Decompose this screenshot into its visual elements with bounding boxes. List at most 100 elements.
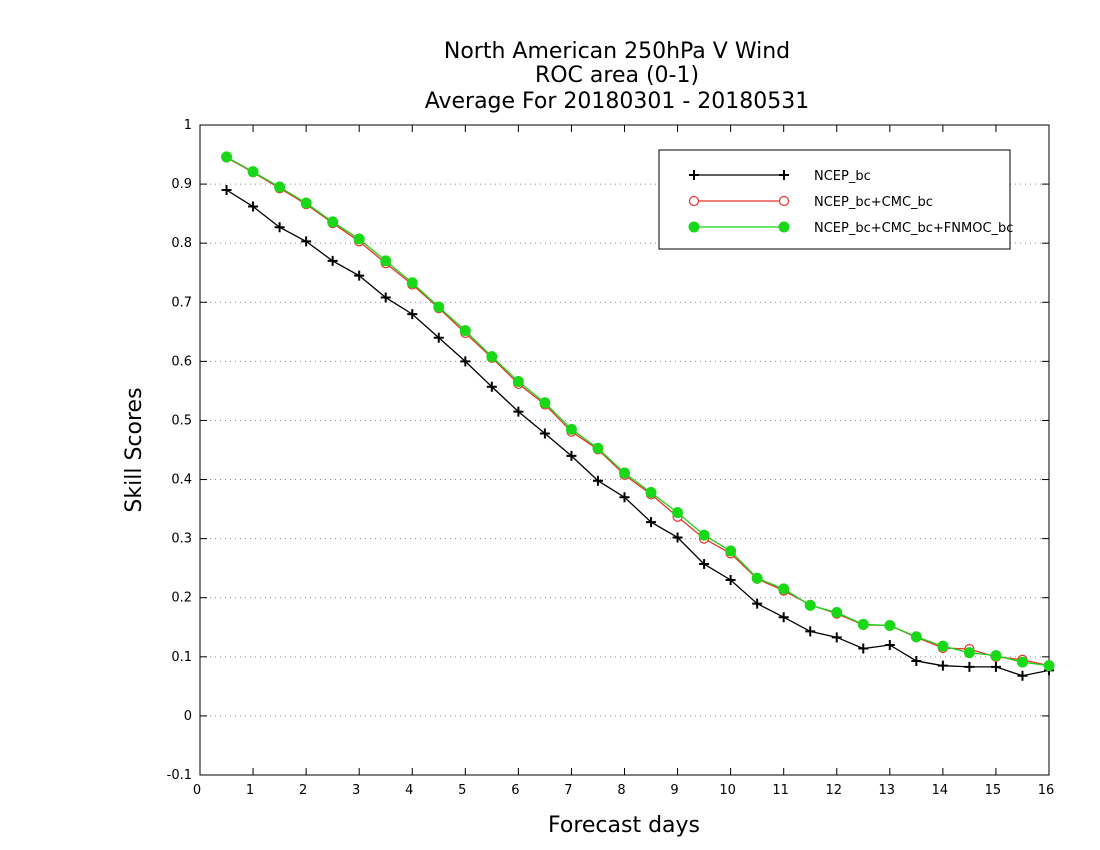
legend-marker [778,195,790,207]
chart-title-line: Average For 20180301 - 20180531 [425,89,810,114]
data-point [300,197,312,209]
data-point [274,222,285,233]
data-point [248,201,259,212]
data-point [1016,656,1028,668]
legend-label: NCEP_bc+CMC_bc [814,195,933,210]
data-point [751,572,763,584]
data-point [831,607,843,618]
x-tick-label: 2 [299,783,307,798]
data-point [592,475,603,486]
y-axis-label: Skill Scores [122,387,147,512]
y-tick-label: 0.3 [171,532,192,547]
x-tick-label: 16 [1038,783,1055,798]
data-point [964,661,975,672]
series-layer [221,151,1055,681]
x-tick-label: 3 [352,783,360,798]
data-point [327,255,338,266]
data-point [592,442,604,454]
x-tick-label: 7 [564,783,572,798]
x-axis-label: Forecast days [548,813,700,838]
x-tick-label: 0 [193,783,201,798]
data-point [699,559,710,570]
legend-entry: NCEP_bc+CMC_bc [688,195,933,210]
data-point [221,151,233,163]
data-point [911,655,922,666]
data-point [539,428,550,439]
data-point [831,632,842,643]
data-point [990,661,1001,672]
legend-entry: NCEP_bc+CMC_bc+FNMOC_bc [688,221,1013,236]
chart-title-line: ROC area (0-1) [535,63,699,88]
data-point [672,532,683,543]
data-point [778,612,789,623]
data-point [380,255,392,267]
data-point [857,618,869,630]
data-point [486,351,498,363]
data-point [433,332,444,343]
legend-marker [689,170,699,180]
data-point [512,375,524,387]
data-point [380,292,391,303]
y-tick-label: 0.9 [171,177,192,192]
data-point [513,406,524,417]
data-point [884,620,896,631]
y-tick-label: 0.4 [171,473,192,488]
legend-entry: NCEP_bc [689,169,871,184]
data-point [725,545,737,557]
data-point [565,423,577,435]
legend-marker [778,221,790,233]
y-tick-label: 0 [184,709,192,724]
series-0 [221,185,1054,681]
legend: NCEP_bc NCEP_bc+CMC_bc NCEP_bc+CMC_bc+FNMO… [658,149,1013,250]
data-point [433,301,445,313]
x-tick-label: 4 [405,783,413,798]
y-tick-label: 0.8 [171,236,192,251]
chart-title-line: North American 250hPa V Wind [444,39,790,64]
data-point [407,309,418,320]
x-tick-label: 15 [985,783,1002,798]
data-point [858,643,869,654]
legend-marker [688,195,700,207]
y-tick-label: 0.5 [171,413,192,428]
x-tick-label: 10 [719,783,736,798]
data-point [460,356,471,367]
data-point [884,640,895,650]
y-tick-label: 0.7 [171,295,192,310]
data-point [646,517,657,528]
legend-box [658,149,1011,250]
data-point [805,626,816,637]
x-tick-label: 14 [932,783,949,798]
data-point [778,583,790,595]
data-point [486,381,497,392]
data-point [937,640,949,652]
x-axis: 0 1 2 3 4 5 6 7 8 9 10 11 12 13 14 15 16 [193,125,1054,798]
data-point [937,660,948,671]
x-tick-label: 9 [670,783,678,798]
data-point [1017,670,1028,681]
x-tick-label: 6 [511,783,519,798]
data-point [1043,660,1055,672]
y-tick-label: 0.6 [171,354,192,369]
data-point [619,467,630,479]
data-point [963,647,975,659]
x-tick-label: 5 [458,783,466,798]
legend-marker [779,170,789,180]
data-point [910,631,922,643]
x-tick-label: 1 [246,783,254,798]
y-tick-label: 0.2 [171,591,192,606]
data-point [327,216,339,228]
data-point [804,599,816,611]
data-point [406,277,418,289]
legend-marker [688,221,700,233]
data-point [990,650,1002,662]
data-point [539,397,551,409]
series-line [226,189,1050,677]
data-point [353,233,365,245]
data-point [459,325,471,337]
data-point [725,575,736,585]
x-tick-label: 13 [879,783,896,798]
data-point [619,492,630,503]
y-tick-label: 1 [184,118,192,133]
data-point [221,185,232,195]
